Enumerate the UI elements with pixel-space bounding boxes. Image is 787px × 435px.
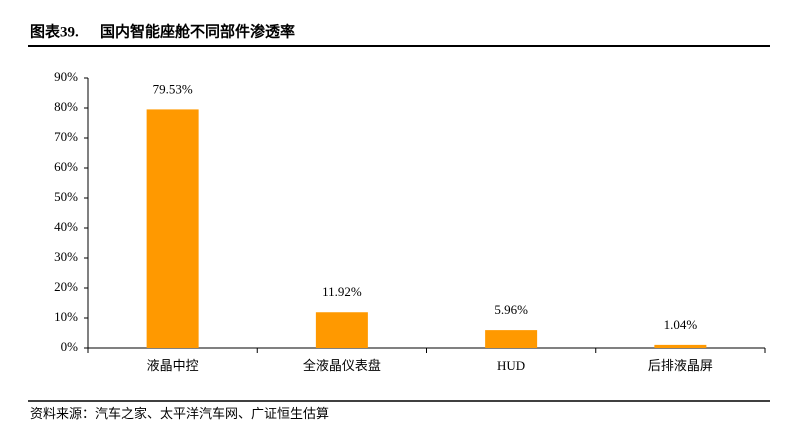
bar	[146, 109, 199, 348]
y-tick-label: 80%	[54, 99, 78, 114]
y-tick-label: 70%	[54, 129, 78, 144]
value-label: 1.04%	[664, 317, 698, 332]
bar	[654, 344, 707, 348]
x-tick-label: 液晶中控	[147, 358, 199, 373]
y-tick-label: 10%	[54, 309, 78, 324]
bar	[315, 312, 368, 348]
value-label: 11.92%	[322, 284, 362, 299]
y-tick-label: 90%	[54, 69, 78, 84]
y-tick-label: 50%	[54, 189, 78, 204]
chart-title: 国内智能座舱不同部件渗透率	[100, 22, 295, 40]
x-tick-label: 后排液晶屏	[648, 358, 713, 373]
value-label: 79.53%	[153, 81, 193, 96]
figure-label: 图表39.	[30, 22, 79, 40]
y-tick-label: 40%	[54, 219, 78, 234]
y-tick-label: 0%	[61, 339, 79, 354]
value-label: 5.96%	[494, 302, 528, 317]
bar	[485, 330, 538, 348]
x-tick-label: 全液晶仪表盘	[303, 358, 381, 373]
y-tick-label: 30%	[54, 249, 78, 264]
source: 资料来源：汽车之家、太平洋汽车网、广证恒生估算	[30, 406, 329, 421]
x-tick-label: HUD	[497, 358, 525, 373]
y-tick-label: 60%	[54, 159, 78, 174]
y-tick-label: 20%	[54, 279, 78, 294]
